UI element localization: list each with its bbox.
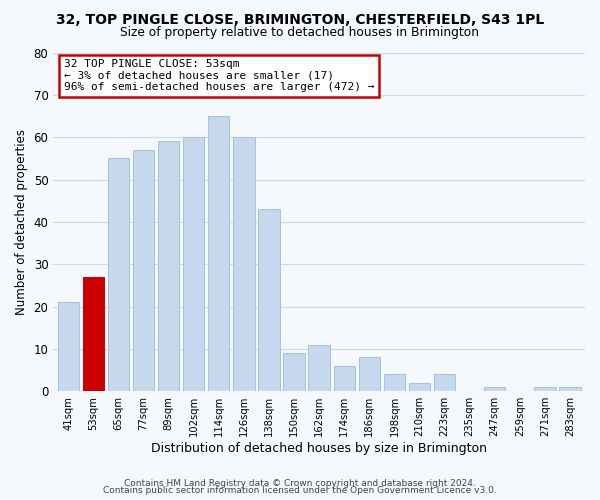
Bar xyxy=(484,387,505,391)
Bar xyxy=(133,150,154,391)
Bar xyxy=(359,358,380,391)
Bar xyxy=(559,387,581,391)
Text: Contains HM Land Registry data © Crown copyright and database right 2024.: Contains HM Land Registry data © Crown c… xyxy=(124,478,476,488)
Bar xyxy=(409,382,430,391)
Bar xyxy=(83,277,104,391)
Y-axis label: Number of detached properties: Number of detached properties xyxy=(15,129,28,315)
Bar xyxy=(259,209,280,391)
Text: Contains public sector information licensed under the Open Government Licence v3: Contains public sector information licen… xyxy=(103,486,497,495)
Bar xyxy=(334,366,355,391)
Bar xyxy=(534,387,556,391)
Bar xyxy=(434,374,455,391)
Bar xyxy=(183,137,205,391)
Text: Size of property relative to detached houses in Brimington: Size of property relative to detached ho… xyxy=(121,26,479,39)
Text: 32 TOP PINGLE CLOSE: 53sqm
← 3% of detached houses are smaller (17)
96% of semi-: 32 TOP PINGLE CLOSE: 53sqm ← 3% of detac… xyxy=(64,60,374,92)
Bar xyxy=(384,374,405,391)
Bar xyxy=(233,137,254,391)
Bar xyxy=(158,142,179,391)
Bar xyxy=(208,116,229,391)
Text: 32, TOP PINGLE CLOSE, BRIMINGTON, CHESTERFIELD, S43 1PL: 32, TOP PINGLE CLOSE, BRIMINGTON, CHESTE… xyxy=(56,12,544,26)
X-axis label: Distribution of detached houses by size in Brimington: Distribution of detached houses by size … xyxy=(151,442,487,455)
Bar xyxy=(283,353,305,391)
Bar xyxy=(58,302,79,391)
Bar xyxy=(308,344,330,391)
Bar xyxy=(108,158,129,391)
